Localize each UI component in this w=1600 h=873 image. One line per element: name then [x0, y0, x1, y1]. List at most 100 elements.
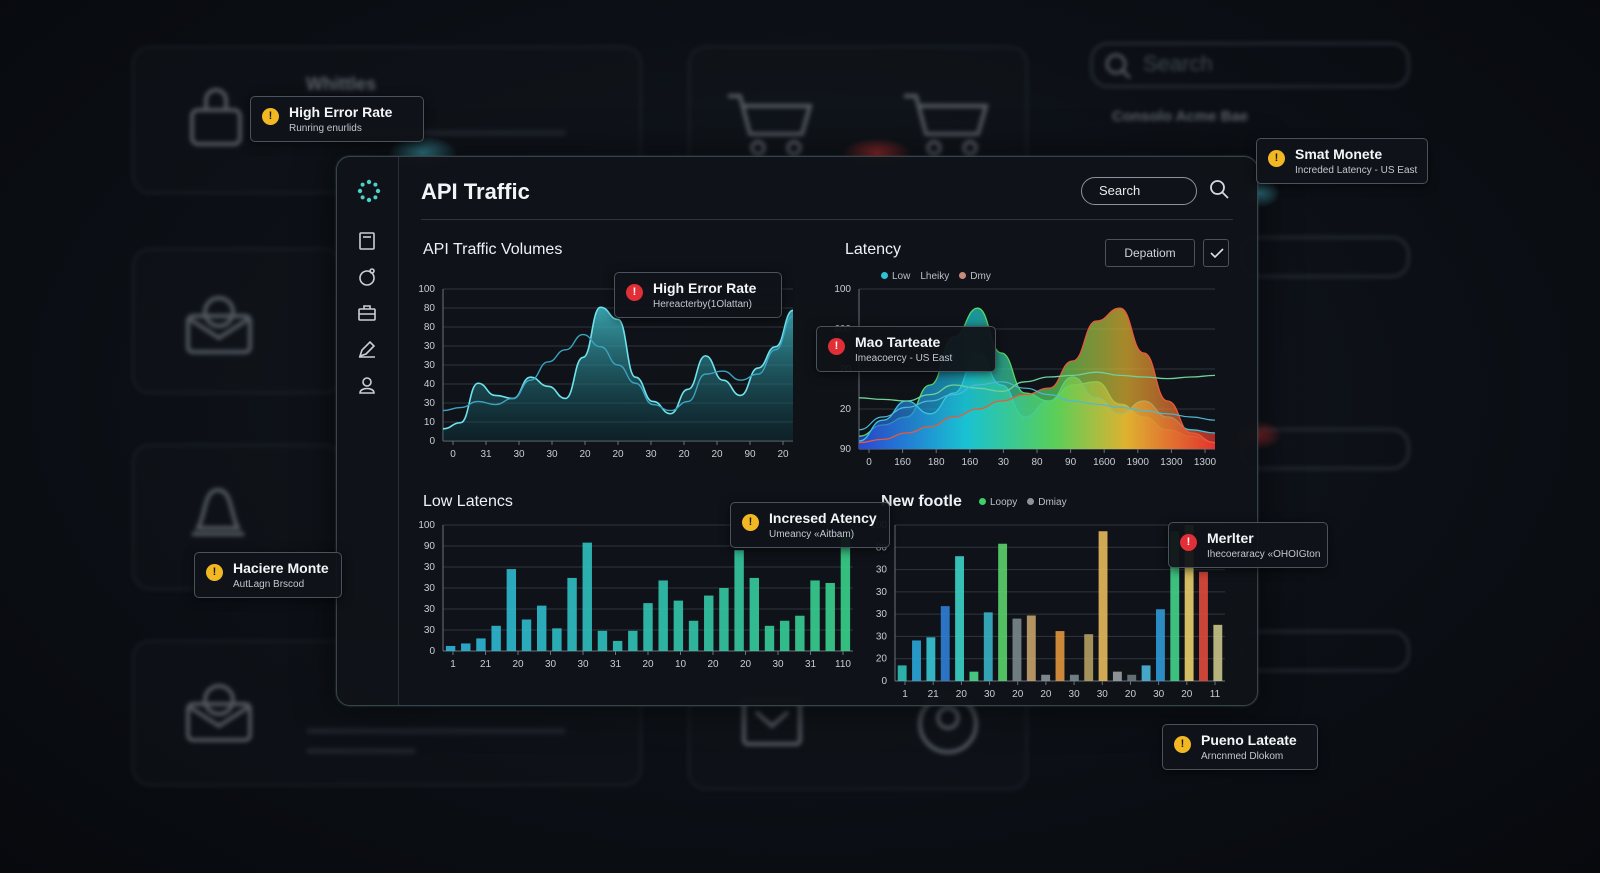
y-tick-label: 30 [876, 631, 888, 642]
bar [1184, 525, 1194, 681]
x-tick-label: 31 [805, 659, 817, 670]
bar [749, 577, 760, 651]
bar [704, 595, 714, 651]
edit-icon[interactable] [357, 339, 379, 361]
bar [779, 620, 790, 651]
api-traffic-panel: API Traffic Search API Traffic Volumes L… [336, 156, 1258, 706]
bar [445, 645, 456, 651]
alert-title: Mao Tarteate [855, 334, 941, 350]
alert-high-error-rate[interactable]: ! High Error Rate Hereacterby(1Olattan) [614, 272, 782, 318]
bar [476, 638, 486, 651]
bar [734, 550, 744, 651]
bar [969, 671, 979, 681]
bg-search-input [1240, 428, 1410, 470]
x-tick-label: 1300 [1160, 457, 1183, 468]
legend-item: Dmiay [1027, 497, 1067, 508]
legend-label: Loopy [990, 497, 1018, 508]
bar [1199, 571, 1208, 681]
latency-area-dmy [859, 308, 1215, 449]
alert-merlter[interactable]: ! Merlter Ihecoeraracy «OHOIGton [1168, 522, 1328, 568]
bar [998, 543, 1008, 681]
x-tick-label: 30 [545, 659, 557, 670]
chat-icon[interactable] [357, 267, 379, 289]
legend-item: Lheiky [920, 271, 949, 282]
x-tick-label: 20 [678, 449, 690, 460]
bg-card [132, 248, 342, 394]
briefcase-icon[interactable] [357, 303, 379, 325]
bar [955, 556, 965, 681]
x-tick-label: 20 [1012, 689, 1024, 700]
search-icon[interactable] [1209, 179, 1231, 201]
warning-icon: ! [1174, 736, 1191, 753]
alert-haciere-monte[interactable]: ! Haciere Monte AutLagn Brscod [194, 552, 342, 598]
bar [1012, 618, 1022, 681]
bag-icon [186, 88, 246, 153]
alert-title: High Error Rate [289, 104, 393, 120]
search-icon [1104, 52, 1132, 85]
region-select[interactable]: Depatiom [1105, 239, 1195, 267]
bar [491, 625, 501, 651]
alert-smat-monete[interactable]: ! Smat Monete Increded Latency - US East [1256, 138, 1428, 184]
bg-line [306, 728, 566, 734]
alert-mao-tarteate[interactable]: ! Mao Tarteate Imeacoercy - US East [816, 326, 996, 372]
alert-title: Smat Monete [1295, 146, 1383, 162]
top-divider [421, 219, 1233, 220]
traffic-area-chart: 0 10 30 40 30 30 80 80 100 0 31 30 30 20 20 30 20 20 90 20 [418, 284, 794, 460]
bar [536, 605, 547, 651]
x-tick-label: 20 [707, 659, 719, 670]
bar [983, 612, 993, 681]
latency-legend: Low Lheiky Dmy [881, 271, 991, 282]
x-tick-label: 21 [928, 689, 940, 700]
bg-line [306, 130, 566, 136]
y-tick-label: 40 [424, 379, 436, 390]
x-tick-label: 1 [902, 689, 908, 700]
error-icon: ! [828, 338, 845, 355]
bg-search-input [1240, 630, 1410, 672]
search-input[interactable]: Search [1081, 177, 1197, 205]
bar [1155, 609, 1165, 681]
y-tick-label: 90 [424, 541, 436, 552]
y-tick-label: 10 [424, 417, 436, 428]
bar [688, 620, 699, 651]
bar [628, 630, 638, 651]
y-tick-label: 100 [418, 284, 435, 295]
bar [1098, 531, 1108, 681]
mail-icon [184, 680, 254, 749]
user-icon[interactable] [357, 375, 379, 397]
x-tick-label: 20 [777, 449, 789, 460]
alert-high-error-rate[interactable]: ! High Error Rate Runring enurlids [250, 96, 424, 142]
alert-title: Haciere Monte [233, 560, 329, 576]
bar [926, 637, 936, 681]
bar [658, 580, 668, 651]
bg-search-input: Search [1090, 42, 1410, 88]
confirm-button[interactable] [1203, 239, 1229, 267]
legend-label: Dmiay [1038, 497, 1067, 508]
alert-increased-latency[interactable]: ! Incresed Atency Umeancy «Aitbam) [730, 502, 890, 548]
mail-icon [184, 292, 254, 361]
bell-icon [186, 484, 250, 553]
x-tick-label: 11 [1210, 689, 1221, 700]
x-tick-label: 1300 [1194, 457, 1217, 468]
x-tick-label: 0 [450, 449, 456, 460]
page-title: API Traffic [421, 179, 530, 204]
y-tick-label: 30 [424, 604, 436, 615]
latency-chart-title: Latency [845, 241, 902, 258]
x-tick-label: 0 [866, 457, 872, 468]
sidebar [337, 157, 399, 705]
bg-caption: Consolo Acme Bae [1112, 108, 1249, 125]
legend-label: Lheiky [920, 271, 950, 282]
x-tick-label: 30 [1153, 689, 1165, 700]
document-icon[interactable] [357, 231, 379, 253]
grid-logo-icon[interactable] [357, 179, 381, 203]
warning-icon: ! [742, 514, 759, 531]
y-tick-label: 30 [424, 341, 436, 352]
bar [1141, 665, 1151, 681]
x-tick-label: 20 [512, 659, 524, 670]
x-tick-label: 30 [577, 659, 589, 670]
y-tick-label: 90 [840, 444, 852, 455]
alert-subtitle: Arncnmed Dlokom [1201, 751, 1284, 762]
alert-pueno-lateate[interactable]: ! Pueno Lateate Arncnmed Dlokom [1162, 724, 1318, 770]
bar [1069, 674, 1079, 681]
error-icon: ! [1180, 534, 1197, 551]
y-tick-label: 30 [424, 398, 436, 409]
